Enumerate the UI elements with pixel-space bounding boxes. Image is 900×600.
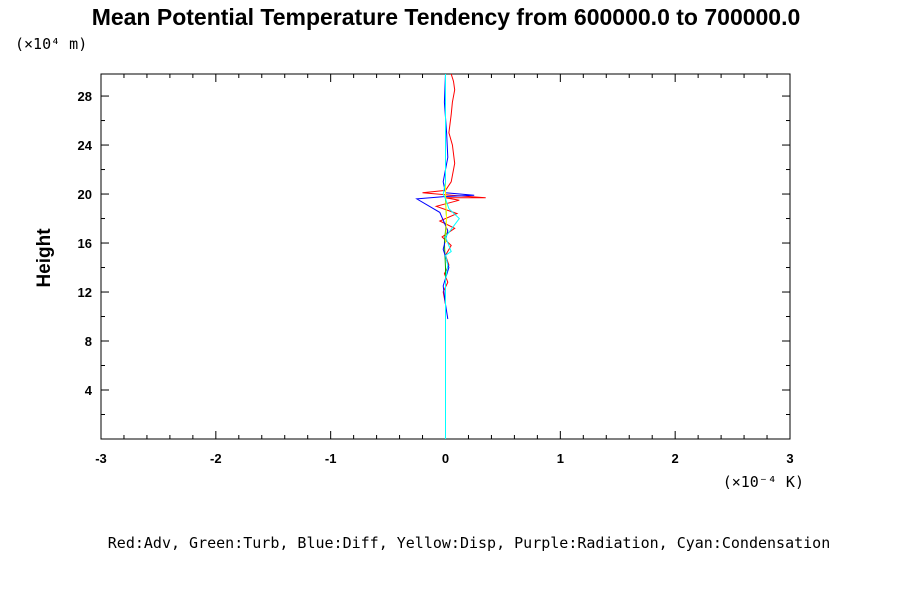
x-tick-label: -2: [210, 451, 222, 466]
chart-title: Mean Potential Temperature Tendency from…: [92, 4, 801, 30]
series-condensation-line: [442, 74, 460, 439]
y-tick-label: 4: [85, 383, 93, 398]
y-tick-label: 20: [78, 187, 92, 202]
x-tick-label: 1: [557, 451, 564, 466]
y-tick-label: 16: [78, 236, 92, 251]
series-adv-line: [422, 73, 486, 317]
legend-text: Red:Adv, Green:Turb, Blue:Diff, Yellow:D…: [108, 534, 830, 552]
x-tick-label: -1: [325, 451, 337, 466]
x-units-label: (×10⁻⁴ K): [723, 473, 804, 491]
x-tick-labels: -3 -2 -1 0 1 2 3: [95, 451, 793, 466]
x-tick-label: -3: [95, 451, 107, 466]
series-layer: [415, 73, 486, 439]
y-tick-label: 8: [85, 334, 92, 349]
y-tick-label: 28: [78, 89, 92, 104]
x-tick-label: 3: [786, 451, 793, 466]
y-units-label: (×10⁴ m): [15, 35, 87, 53]
x-tick-label: 0: [442, 451, 449, 466]
y-tick-label: 24: [78, 138, 93, 153]
y-tick-labels: 4 8 12 16 20 24 28: [78, 89, 93, 398]
y-axis-ticks: [101, 95, 790, 416]
x-tick-label: 2: [672, 451, 679, 466]
y-axis-label: Height: [34, 228, 55, 288]
y-tick-label: 12: [78, 285, 92, 300]
